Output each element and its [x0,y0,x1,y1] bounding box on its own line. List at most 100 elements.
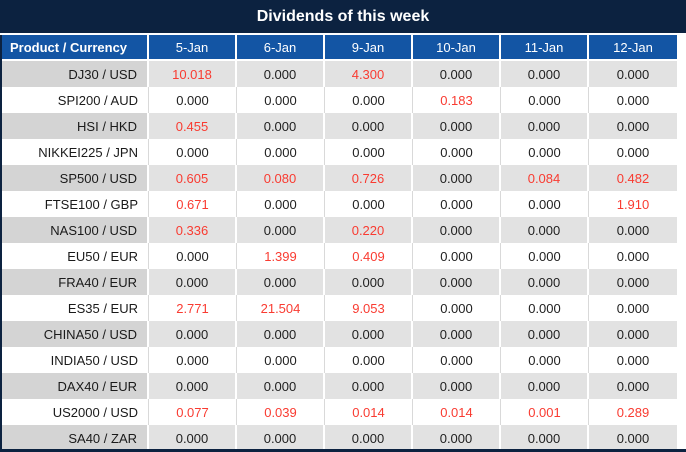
value-cell: 0.000 [589,139,677,165]
value-cell: 0.000 [501,243,589,269]
value-cell: 0.000 [237,373,325,399]
value-cell: 0.000 [501,373,589,399]
value-cell: 0.000 [501,321,589,347]
value-cell: 0.000 [413,113,501,139]
value-cell: 2.771 [149,295,237,321]
product-cell: SPI200 / AUD [2,87,149,113]
product-cell: INDIA50 / USD [2,347,149,373]
table-row: CHINA50 / USD 0.000 0.000 0.000 0.000 0.000 0.… [2,321,677,347]
value-cell: 0.000 [589,295,677,321]
value-cell: 0.077 [149,399,237,425]
table-row: SPI200 / AUD 0.000 0.000 0.000 0.183 0.000 0.0… [2,87,677,113]
product-cell: SP500 / USD [2,165,149,191]
value-cell: 0.000 [237,269,325,295]
value-cell: 10.018 [149,61,237,87]
column-header-date: 10-Jan [413,35,501,61]
product-cell: DAX40 / EUR [2,373,149,399]
table-row: FRA40 / EUR 0.000 0.000 0.000 0.000 0.000 0.00… [2,269,677,295]
value-cell: 0.000 [589,87,677,113]
table-row: US2000 / USD 0.077 0.039 0.014 0.014 0.001 0.2… [2,399,677,425]
table-row: DJ30 / USD 10.018 0.000 4.300 0.000 0.000 0.00… [2,61,677,87]
value-cell: 0.000 [413,347,501,373]
value-cell: 0.000 [413,321,501,347]
value-cell: 0.000 [325,321,413,347]
product-cell: FTSE100 / GBP [2,191,149,217]
value-cell: 0.000 [325,113,413,139]
value-cell: 0.000 [413,165,501,191]
value-cell: 0.671 [149,191,237,217]
value-cell: 0.000 [413,373,501,399]
value-cell: 0.000 [501,425,589,451]
column-header-date: 6-Jan [237,35,325,61]
value-cell: 21.504 [237,295,325,321]
value-cell: 0.000 [589,425,677,451]
value-cell: 0.605 [149,165,237,191]
value-cell: 0.039 [237,399,325,425]
value-cell: 0.455 [149,113,237,139]
value-cell: 0.000 [501,113,589,139]
value-cell: 0.000 [501,61,589,87]
value-cell: 0.000 [325,373,413,399]
value-cell: 0.000 [237,113,325,139]
product-cell: CHINA50 / USD [2,321,149,347]
dividends-table: Product / Currency 5-Jan 6-Jan 9-Jan 10-Jan 1… [2,35,677,451]
value-cell: 0.000 [589,347,677,373]
value-cell: 0.482 [589,165,677,191]
value-cell: 0.000 [149,243,237,269]
table-row: HSI / HKD 0.455 0.000 0.000 0.000 0.000 0.000 [2,113,677,139]
column-header-date: 11-Jan [501,35,589,61]
table-row: EU50 / EUR 0.000 1.399 0.409 0.000 0.000 0.000 [2,243,677,269]
table-row: SA40 / ZAR 0.000 0.000 0.000 0.000 0.000 0.000 [2,425,677,451]
table-row: FTSE100 / GBP 0.671 0.000 0.000 0.000 0.000 1.… [2,191,677,217]
product-cell: HSI / HKD [2,113,149,139]
value-cell: 0.000 [501,87,589,113]
value-cell: 0.000 [237,347,325,373]
widget-title: Dividends of this week [0,0,686,33]
value-cell: 0.014 [325,399,413,425]
value-cell: 0.183 [413,87,501,113]
value-cell: 0.000 [325,269,413,295]
value-cell: 0.000 [325,191,413,217]
value-cell: 0.000 [413,425,501,451]
value-cell: 0.000 [501,269,589,295]
value-cell: 0.014 [413,399,501,425]
value-cell: 0.000 [589,243,677,269]
product-cell: NIKKEI225 / JPN [2,139,149,165]
value-cell: 0.000 [149,373,237,399]
value-cell: 0.000 [325,347,413,373]
table-row: DAX40 / EUR 0.000 0.000 0.000 0.000 0.000 0.00… [2,373,677,399]
value-cell: 0.080 [237,165,325,191]
value-cell: 1.399 [237,243,325,269]
table-bottom-border [0,449,686,452]
value-cell: 9.053 [325,295,413,321]
value-cell: 0.000 [413,139,501,165]
value-cell: 0.001 [501,399,589,425]
product-cell: SA40 / ZAR [2,425,149,451]
column-header-date: 9-Jan [325,35,413,61]
value-cell: 0.220 [325,217,413,243]
value-cell: 0.000 [589,61,677,87]
value-cell: 0.000 [413,243,501,269]
value-cell: 0.000 [237,139,325,165]
value-cell: 0.000 [149,347,237,373]
product-cell: EU50 / EUR [2,243,149,269]
product-cell: ES35 / EUR [2,295,149,321]
value-cell: 0.000 [589,373,677,399]
value-cell: 0.000 [501,295,589,321]
value-cell: 0.000 [325,425,413,451]
product-cell: NAS100 / USD [2,217,149,243]
table-row: INDIA50 / USD 0.000 0.000 0.000 0.000 0.000 0.… [2,347,677,373]
value-cell: 0.000 [325,139,413,165]
column-header-product: Product / Currency [2,35,149,61]
value-cell: 0.000 [501,217,589,243]
value-cell: 0.000 [237,425,325,451]
table-row: SP500 / USD 0.605 0.080 0.726 0.000 0.084 0.48… [2,165,677,191]
value-cell: 0.000 [149,269,237,295]
product-cell: FRA40 / EUR [2,269,149,295]
header-row: Product / Currency 5-Jan 6-Jan 9-Jan 10-Jan 1… [2,35,677,61]
value-cell: 0.000 [237,87,325,113]
product-cell: DJ30 / USD [2,61,149,87]
value-cell: 0.000 [149,321,237,347]
value-cell: 0.000 [325,87,413,113]
